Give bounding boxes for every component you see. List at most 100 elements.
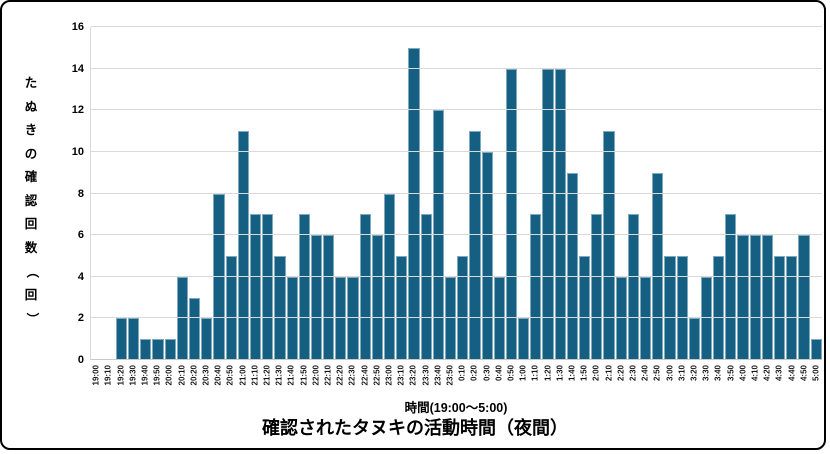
bar (323, 235, 335, 360)
bar (408, 47, 420, 360)
x-tick-label: 20:10 (177, 365, 187, 386)
x-tick-slot: 22:00 (310, 362, 322, 400)
x-tick-slot: 1:00 (517, 362, 529, 400)
x-tick-label: 4:20 (762, 365, 772, 382)
y-axis-title: たぬきの確認回数（回） (18, 72, 44, 331)
bar (700, 276, 713, 360)
x-tick-slot: 23:20 (407, 362, 419, 400)
bar (725, 214, 737, 360)
x-tick-label: 22:20 (335, 365, 345, 386)
bar (469, 131, 481, 360)
bar (713, 255, 725, 360)
bar-slot (298, 27, 310, 360)
x-tick-label: 0:40 (494, 365, 504, 382)
x-tick-label: 22:50 (372, 365, 382, 386)
bar (286, 276, 298, 360)
bar-slot (164, 27, 176, 360)
bar (652, 172, 664, 360)
bar-slot (359, 27, 371, 360)
x-tick-label: 1:20 (543, 365, 553, 382)
bar-slot (286, 27, 298, 360)
x-tick-label: 2:50 (652, 365, 662, 382)
bar-slot (591, 27, 603, 360)
y-axis-title-char: 回 (24, 287, 38, 302)
bar-slot (103, 27, 115, 360)
bar-slot (603, 27, 615, 360)
x-tick-slot: 2:10 (603, 362, 615, 400)
x-tick-label: 19:20 (116, 365, 125, 386)
x-tick-slot: 23:00 (383, 362, 395, 400)
gridline (91, 26, 822, 27)
bar-slot (189, 27, 201, 360)
x-tick-slot: 4:50 (798, 362, 810, 400)
x-tick-slot: 19:10 (102, 362, 114, 400)
x-tick-slot: 4:00 (737, 362, 749, 400)
x-tick-label: 3:10 (677, 365, 687, 382)
x-tick-label: 3:40 (713, 365, 723, 382)
x-tick-slot: 1:50 (578, 362, 590, 400)
x-tick-label: 23:10 (396, 365, 406, 386)
bar-slot (371, 27, 383, 360)
x-tick-slot: 4:40 (786, 362, 798, 400)
y-tick-label: 6 (77, 229, 84, 242)
x-tick-slot: 3:20 (688, 362, 700, 400)
y-tick-label: 8 (77, 187, 84, 200)
bar (335, 276, 347, 360)
gridline (91, 67, 822, 69)
x-tick-label: 19:40 (140, 365, 150, 386)
x-tick-label: 5:00 (811, 365, 821, 382)
x-tick-label: 23:30 (421, 365, 431, 386)
bar (761, 235, 773, 360)
y-tick-label: 0 (77, 354, 84, 366)
y-tick-label: 10 (71, 145, 84, 158)
x-tick-label: 23:20 (408, 365, 418, 386)
x-tick-slot: 22:40 (358, 362, 370, 400)
x-tick-slot: 0:20 (468, 362, 480, 400)
x-tick-slot: 20:20 (188, 362, 200, 400)
x-tick-label: 4:50 (799, 365, 809, 382)
x-tick-slot: 23:10 (395, 362, 407, 400)
x-tick-label: 23:00 (384, 365, 394, 386)
bar (420, 214, 432, 360)
x-tick-slot: 2:00 (590, 362, 602, 400)
gridline (91, 234, 822, 236)
bar (298, 214, 310, 360)
bar-slot (396, 27, 408, 360)
x-tick-slot: 2:20 (615, 362, 627, 400)
x-tick-label: 21:30 (274, 365, 284, 386)
bar-slot (262, 27, 274, 360)
x-tick-label: 1:30 (555, 365, 565, 382)
bar-slot (627, 27, 639, 360)
bar-slot (225, 27, 237, 360)
x-tick-label: 2:20 (616, 365, 626, 382)
x-tick-label: 0:10 (457, 365, 467, 382)
gridline (91, 317, 822, 319)
x-tick-slot: 1:40 (566, 362, 578, 400)
x-tick-slot: 21:40 (285, 362, 297, 400)
bar (505, 68, 518, 360)
bar-slot (274, 27, 286, 360)
bar (371, 235, 383, 360)
x-tick-slot: 0:40 (493, 362, 505, 400)
x-tick-slot: 22:20 (334, 362, 346, 400)
x-tick-label: 21:00 (238, 365, 248, 386)
bar-slot (554, 27, 566, 360)
bar (347, 276, 359, 360)
x-tick-slot: 19:50 (151, 362, 163, 400)
gridline (91, 150, 822, 152)
bar (359, 214, 371, 360)
x-tick-slot: 20:00 (163, 362, 175, 400)
x-tick-label: 2:00 (591, 365, 601, 382)
x-tick-slot: 4:30 (773, 362, 785, 400)
bar-slot (457, 27, 469, 360)
x-tick-label: 3:30 (701, 365, 711, 382)
x-tick-label: 22:00 (311, 365, 321, 386)
x-tick-label: 3:00 (665, 365, 675, 382)
bar (774, 255, 786, 360)
bar-slot (115, 27, 128, 360)
bar (115, 318, 128, 360)
x-tick-label: 1:00 (518, 365, 528, 382)
x-tick-label: 22:30 (347, 365, 357, 386)
bar (603, 131, 615, 360)
bar (688, 318, 700, 360)
